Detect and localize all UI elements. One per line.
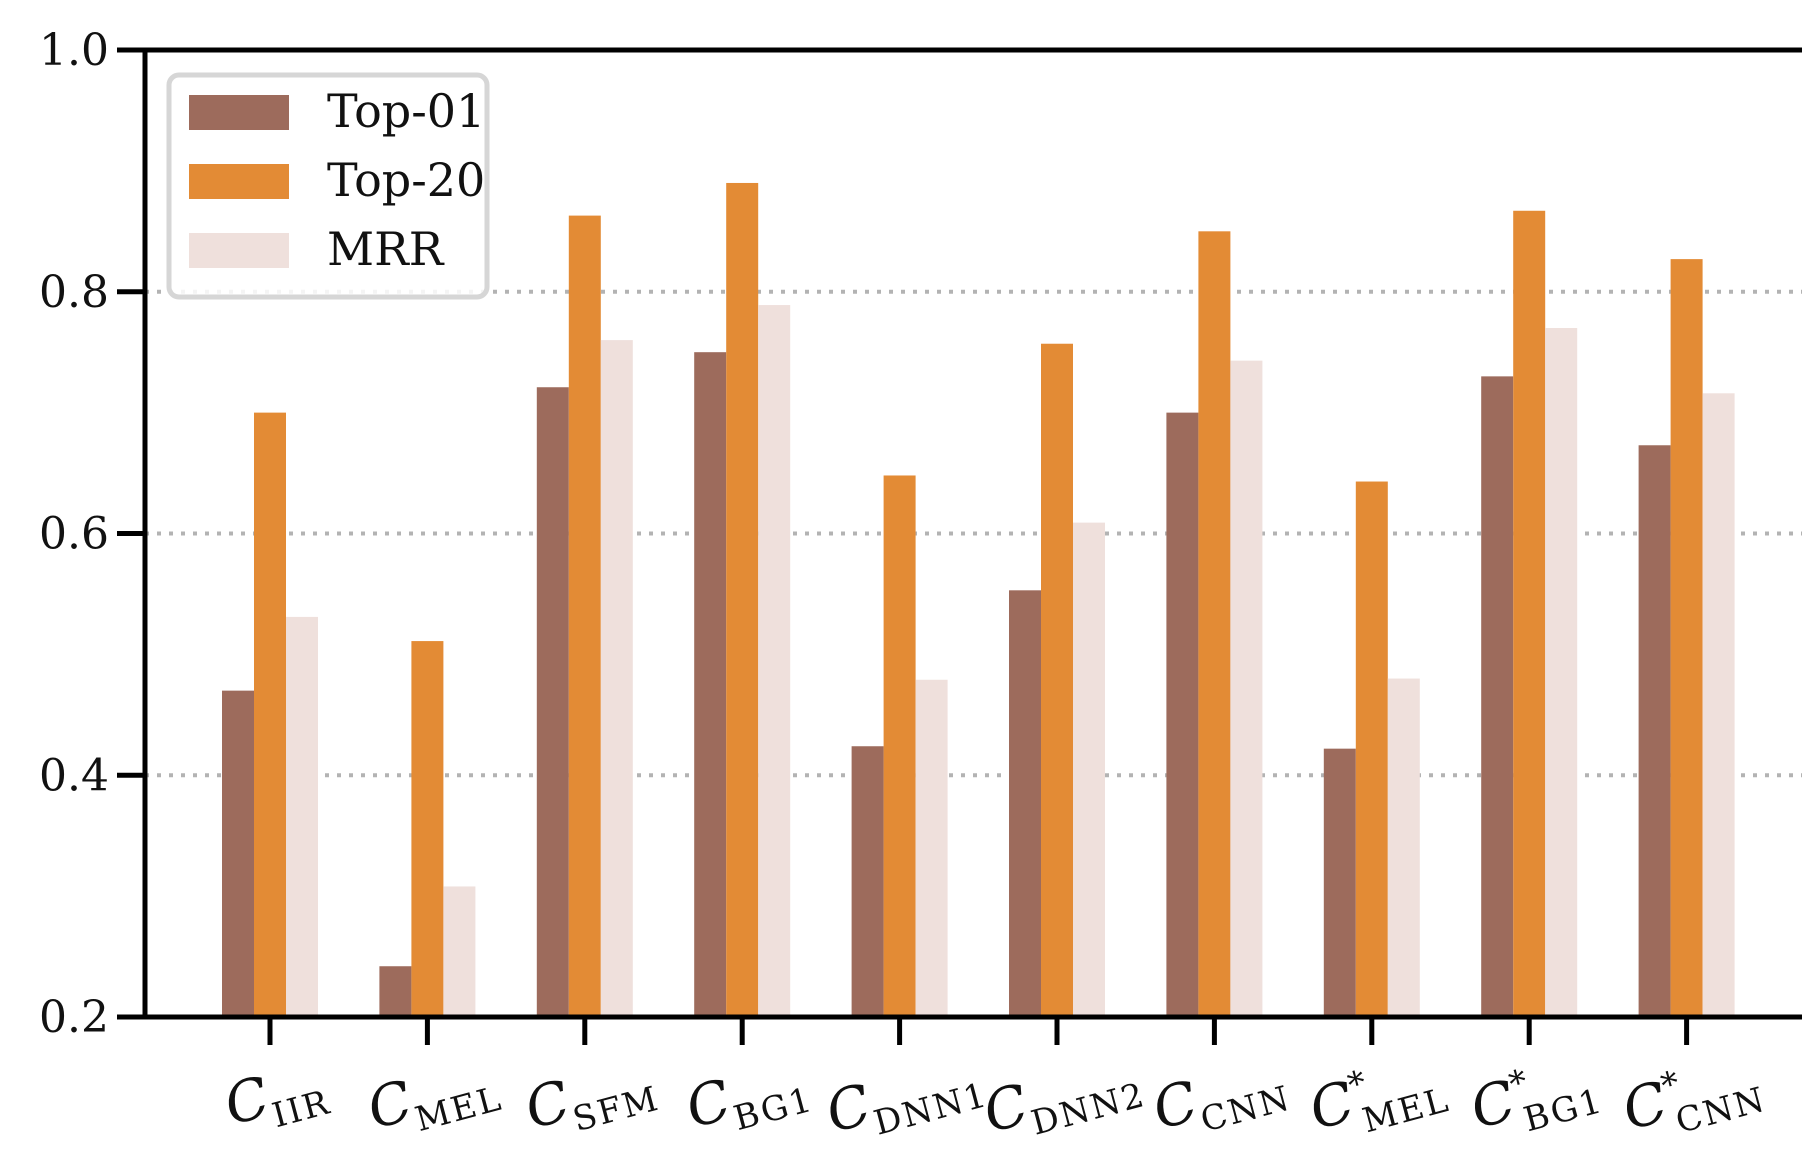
category-subscript: MEL [411,1079,507,1140]
x-tick-label: CDNN2 [977,1042,1150,1155]
x-tick-label-text: CDNN1 [819,1042,992,1155]
x-tick-label: CBG1 [679,1047,817,1150]
bar-top-20 [883,475,916,1018]
bar-top-01 [851,746,884,1017]
category-main: C [679,1068,737,1142]
x-tick-label: C*MEL [1302,1043,1454,1154]
x-tick-label-text: C*CNN [1616,1043,1771,1154]
bar-top-01 [694,352,727,1017]
x-tick-label: C*BG1 [1464,1044,1608,1153]
bar-top-01 [1481,376,1514,1017]
bars [222,182,1735,1018]
bar-mrr [1387,678,1420,1017]
y-tick-label: 0.4 [39,750,109,801]
category-main: C [519,1069,577,1143]
bar-mrr [286,616,318,1017]
category-subscript: MEL [1358,1080,1454,1141]
y-tick-label: 0.2 [39,992,109,1043]
legend-label: Top-20 [327,153,485,207]
category-subscript: BG1 [730,1080,818,1139]
bar-top-20 [568,215,601,1017]
bar-top-01 [379,966,412,1017]
x-tick-label-text: CSFM [519,1046,664,1151]
x-tick-label-text: C*MEL [1302,1043,1454,1154]
category-subscript: CNN [1672,1079,1771,1141]
category-subscript: DNN1 [870,1075,993,1144]
x-tick-label: CCNN [1146,1045,1295,1151]
y-tick-label: 0.6 [39,509,109,560]
y-tick-label: 1.0 [39,25,109,76]
category-subscript: BG1 [1520,1081,1608,1140]
bar-top-01 [1323,748,1356,1017]
bar-mrr [1702,393,1735,1017]
bar-top-01 [1638,445,1671,1018]
category-subscript: DNN2 [1027,1075,1150,1144]
x-tick-label-text: CIIR [218,1050,335,1148]
bar-top-20 [1670,259,1703,1017]
category-subscript: CNN [1197,1078,1296,1140]
category-main: C [1146,1069,1204,1143]
category-subscript: SFM [569,1079,664,1140]
bar-mrr [443,886,476,1017]
category-main: C [977,1072,1035,1146]
x-tick-label-text: CDNN2 [977,1042,1150,1155]
legend-label: Top-01 [327,84,485,138]
x-tick-label: CMEL [361,1046,507,1151]
bar-top-20 [726,182,759,1017]
x-tick-label-text: CCNN [1146,1045,1295,1151]
category-main: C [361,1069,419,1143]
axes [117,47,1802,1045]
x-tick-label-text: CBG1 [679,1047,817,1150]
bar-mrr [1545,328,1578,1017]
y-tick-label: 0.8 [39,267,109,318]
legend: Top-01 Top-20 MRR [166,72,490,300]
x-tick-label: CDNN1 [819,1042,992,1155]
bar-top-20 [1513,210,1546,1018]
x-tick-label: CSFM [519,1046,664,1151]
x-tick-label: C*CNN [1616,1043,1771,1154]
bar-mrr [758,305,791,1017]
x-tick-label-text: CMEL [361,1046,507,1151]
legend-swatch [189,233,289,268]
legend-swatch [189,95,289,130]
bar-top-20 [1198,231,1231,1017]
x-tick-label: CIIR [218,1050,335,1148]
bar-top-01 [1166,412,1199,1017]
bar-top-01 [536,387,569,1018]
bar-mrr [600,340,633,1018]
bar-top-20 [1041,343,1073,1017]
bar-mrr [915,679,948,1017]
bar-mrr [1230,360,1263,1017]
bar-top-20 [411,641,444,1017]
bar-top-01 [1009,590,1041,1017]
bar-top-01 [222,690,254,1017]
category-main: C [819,1072,877,1146]
legend-label: MRR [327,222,445,276]
category-main: C [218,1065,276,1139]
bar-mrr [1073,522,1105,1017]
bar-top-20 [1355,481,1388,1017]
x-tick-label-text: C*BG1 [1464,1044,1608,1153]
category-subscript: IIR [268,1082,335,1136]
legend-swatch [189,164,289,199]
bar-top-20 [254,412,286,1017]
